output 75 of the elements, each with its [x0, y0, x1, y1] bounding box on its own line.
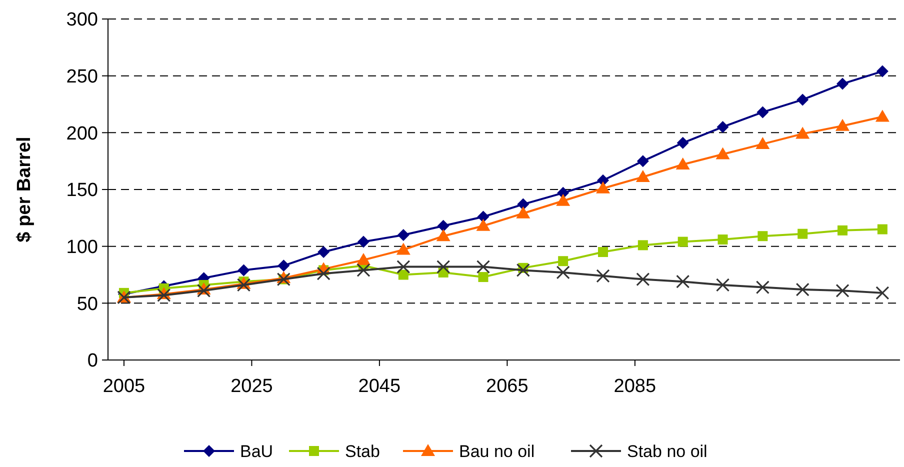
point: [516, 206, 530, 218]
point: [716, 120, 729, 133]
point: [718, 234, 728, 245]
point: [756, 106, 769, 118]
point: [357, 236, 370, 248]
y-tick-label: 0: [87, 350, 98, 372]
point: [876, 65, 888, 78]
y-tick-label: 250: [66, 66, 98, 88]
point: [556, 266, 570, 280]
y-tick-label: 300: [66, 10, 98, 31]
point: [796, 282, 810, 296]
point: [876, 286, 890, 300]
point: [516, 263, 530, 278]
point: [838, 225, 848, 236]
point: [356, 252, 370, 265]
point: [676, 274, 690, 288]
legend-label: BaU: [240, 442, 274, 461]
point: [678, 236, 688, 247]
point: [598, 247, 608, 258]
legend-label: Stab: [345, 442, 380, 461]
point: [836, 284, 850, 298]
point: [796, 126, 810, 139]
point: [476, 218, 490, 231]
point: [477, 210, 490, 223]
point: [157, 288, 171, 302]
point: [836, 118, 850, 131]
point: [638, 240, 648, 250]
point: [676, 157, 690, 170]
point: [636, 272, 650, 286]
point: [396, 242, 410, 255]
x-tick-label: 2045: [358, 376, 401, 397]
legend-label: Bau no oil: [459, 442, 535, 461]
point: [798, 228, 808, 239]
point: [437, 220, 450, 232]
point: [756, 137, 770, 150]
point: [596, 181, 610, 194]
point: [396, 260, 410, 274]
point: [636, 155, 649, 168]
point: [197, 284, 211, 298]
point: [676, 136, 689, 149]
point: [716, 147, 730, 160]
y-tick-label: 50: [76, 294, 98, 315]
point: [436, 229, 450, 242]
point: [236, 278, 251, 292]
point: [436, 260, 450, 274]
x-tick-label: 2025: [230, 376, 273, 397]
point: [398, 270, 408, 280]
point: [517, 198, 530, 210]
point: [836, 78, 849, 90]
y-axis-title: $ per Barrel: [14, 136, 35, 242]
y-tick-label: 150: [66, 180, 98, 202]
point: [716, 278, 730, 292]
point: [278, 260, 290, 272]
x-tick-label: 2005: [102, 376, 146, 397]
x-tick-label: 2065: [486, 376, 528, 397]
point: [758, 231, 768, 242]
point: [636, 170, 650, 182]
point: [238, 264, 250, 276]
legend-label: Stab no oil: [627, 442, 708, 461]
point: [476, 260, 490, 274]
point: [397, 228, 410, 241]
point: [558, 256, 568, 266]
point: [796, 94, 809, 106]
y-tick-label: 100: [66, 236, 98, 258]
point: [356, 263, 370, 278]
x-tick-label: 2085: [614, 376, 656, 397]
point: [877, 224, 888, 234]
y-tick-label: 200: [66, 123, 98, 144]
point: [756, 280, 770, 294]
point: [316, 266, 330, 280]
point: [556, 194, 570, 206]
point: [875, 110, 890, 122]
point: [318, 246, 330, 258]
point: [596, 269, 610, 283]
point: [478, 272, 488, 282]
